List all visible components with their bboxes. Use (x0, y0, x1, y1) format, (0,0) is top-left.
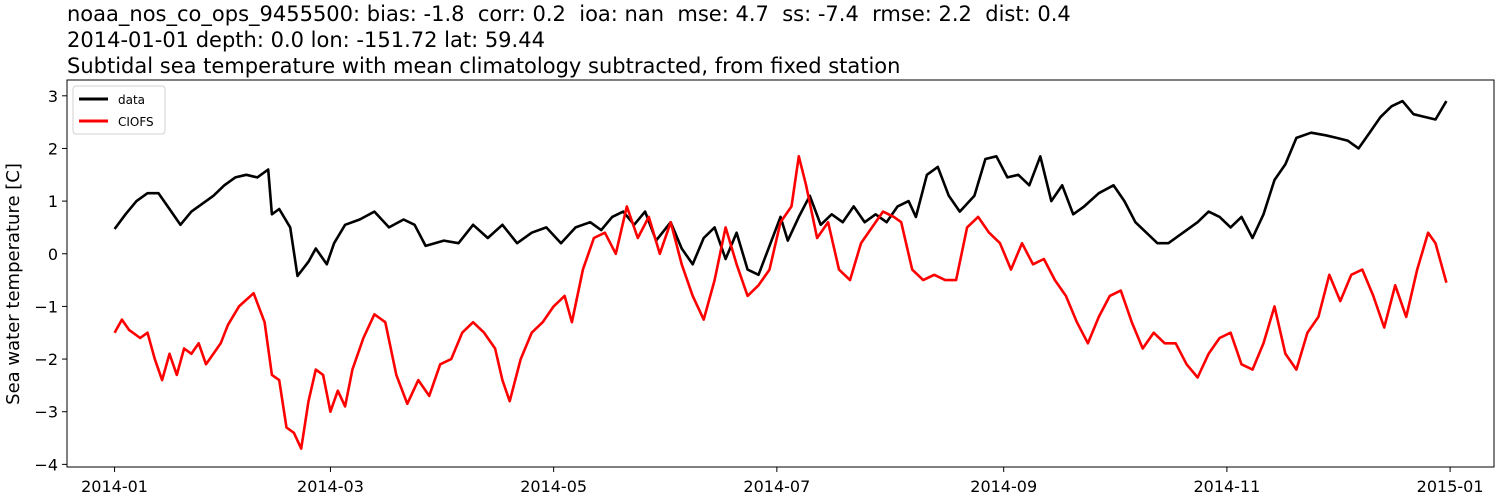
chart-title-line-1: noaa_nos_co_ops_9455500: bias: -1.8 corr… (67, 2, 1071, 26)
y-tick-label: 1 (48, 192, 58, 211)
y-tick-label: −1 (34, 297, 58, 316)
y-tick-label: 2 (48, 139, 58, 158)
x-tick-label: 2014-03 (297, 477, 364, 496)
series-layer (113, 99, 1448, 450)
legend: data CIOFS (72, 85, 166, 135)
chart-title-line-2: 2014-01-01 depth: 0.0 lon: -151.72 lat: … (67, 28, 545, 52)
x-tick-label: 2014-01 (81, 477, 148, 496)
y-axis-label: Sea water temperature [C] (3, 163, 24, 405)
axes-layer: 2014-01 2014-03 2014-05 2014-07 2014-09 2014-… (34, 79, 1495, 496)
y-tick-label: 0 (48, 245, 58, 264)
y-tick-label: −2 (34, 350, 58, 369)
series-line-ciofs (113, 155, 1448, 450)
legend-label-data: data (118, 93, 145, 107)
chart-title-line-3: Subtidal sea temperature with mean clima… (67, 54, 901, 78)
x-tick-label: 2015-01 (1417, 477, 1484, 496)
x-tick-label: 2014-07 (743, 477, 810, 496)
x-tick-label: 2014-09 (970, 477, 1037, 496)
plot-frame (66, 79, 1495, 468)
y-tick-label: −4 (34, 455, 58, 474)
series-line-data (113, 99, 1448, 278)
y-tick-label: 3 (48, 87, 58, 106)
legend-label-ciofs: CIOFS (118, 115, 154, 129)
x-tick-label: 2014-11 (1193, 477, 1260, 496)
y-tick-label: −3 (34, 403, 58, 422)
x-tick-label: 2014-05 (520, 477, 587, 496)
